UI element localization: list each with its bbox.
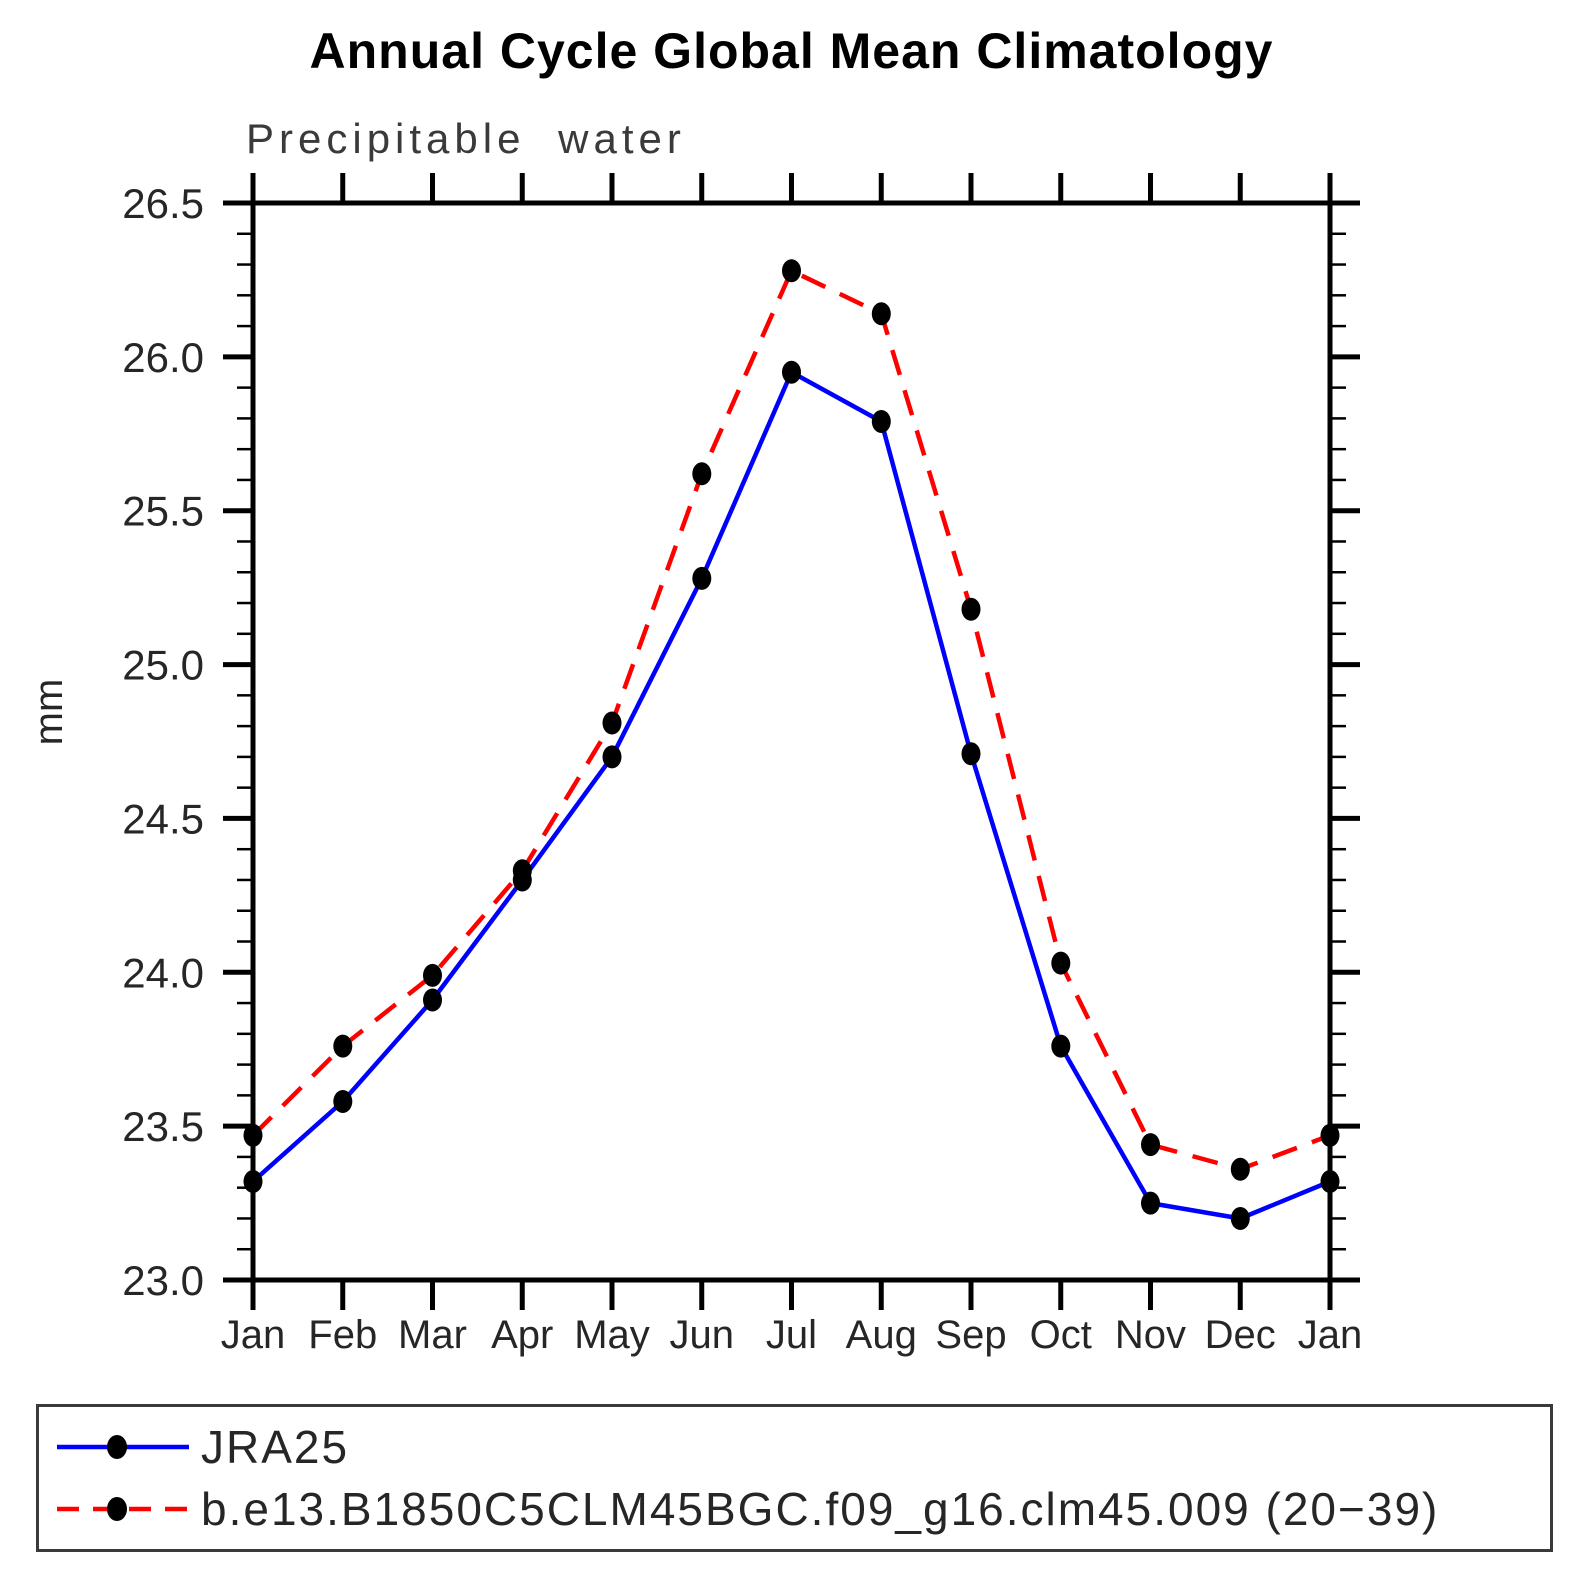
y-axis-title: mm bbox=[27, 679, 71, 746]
legend-swatch-dashed-line bbox=[57, 1497, 189, 1522]
y-tick-label: 24.5 bbox=[122, 795, 204, 842]
legend-label-jra25: JRA25 bbox=[201, 1420, 350, 1473]
data-point-series-0 bbox=[782, 360, 801, 384]
x-tick-label: Aug bbox=[846, 1313, 917, 1357]
y-tick-label: 26.5 bbox=[122, 180, 204, 227]
x-tick-label: Jun bbox=[670, 1313, 735, 1357]
y-tick-label: 25.0 bbox=[122, 642, 204, 689]
data-point-series-1 bbox=[243, 1123, 263, 1147]
legend-box: JRA25 b.e13.B1850C5CLM45BGC.f09_g16.clm4… bbox=[36, 1404, 1553, 1552]
data-point-series-0 bbox=[871, 410, 891, 433]
x-tick-label: Feb bbox=[308, 1313, 377, 1357]
data-point-series-1 bbox=[512, 859, 532, 883]
y-tick-label: 26.0 bbox=[122, 334, 204, 381]
legend-marker-dot bbox=[107, 1434, 127, 1459]
data-point-series-0 bbox=[423, 988, 442, 1012]
data-point-series-1 bbox=[1141, 1133, 1160, 1157]
x-tick-label: Jan bbox=[221, 1313, 286, 1357]
data-point-series-0 bbox=[1320, 1170, 1340, 1193]
data-point-series-1 bbox=[1230, 1157, 1250, 1181]
data-point-series-0 bbox=[961, 742, 981, 766]
y-tick-label: 23.5 bbox=[122, 1103, 204, 1150]
y-tick-label: 25.5 bbox=[122, 488, 204, 535]
x-tick-label: Mar bbox=[398, 1313, 467, 1357]
x-tick-label: Jan bbox=[1298, 1313, 1363, 1357]
x-tick-label: May bbox=[574, 1313, 650, 1357]
data-point-series-0 bbox=[692, 566, 712, 590]
x-tick-label: Jul bbox=[766, 1313, 817, 1357]
x-tick-label: Nov bbox=[1115, 1313, 1186, 1357]
data-point-series-1 bbox=[871, 302, 891, 326]
series-line-0 bbox=[251, 369, 1331, 1221]
data-point-series-0 bbox=[1230, 1207, 1250, 1230]
y-tick-label: 23.0 bbox=[122, 1257, 204, 1304]
series-line-1 bbox=[251, 268, 1331, 1172]
plot-border bbox=[250, 200, 1333, 1283]
data-point-series-0 bbox=[602, 745, 622, 769]
x-tick-label: Oct bbox=[1030, 1313, 1092, 1357]
legend-swatch-solid-line bbox=[57, 1434, 189, 1459]
data-point-series-0 bbox=[1141, 1191, 1160, 1215]
data-point-series-1 bbox=[961, 597, 981, 621]
y-tick-label: 24.0 bbox=[122, 949, 204, 996]
legend-marker-dot bbox=[107, 1497, 127, 1522]
chart-title: Annual Cycle Global Mean Climatology bbox=[309, 23, 1274, 79]
data-point-series-1 bbox=[782, 259, 801, 283]
legend-label-model: b.e13.B1850C5CLM45BGC.f09_g16.clm45.009 … bbox=[201, 1483, 1440, 1536]
data-point-series-1 bbox=[423, 963, 442, 987]
legend-row-jra25: JRA25 bbox=[55, 1420, 1542, 1474]
data-point-series-0 bbox=[243, 1170, 263, 1193]
x-tick-label: Apr bbox=[491, 1313, 553, 1357]
data-point-series-1 bbox=[333, 1034, 353, 1058]
chart-subtitle: Precipitable water bbox=[246, 115, 686, 162]
data-point-series-1 bbox=[692, 462, 712, 486]
data-point-series-0 bbox=[1051, 1034, 1071, 1058]
data-point-series-0 bbox=[333, 1090, 353, 1113]
x-tick-label: Dec bbox=[1205, 1313, 1276, 1357]
data-point-series-1 bbox=[1320, 1123, 1340, 1147]
x-tick-label: Sep bbox=[935, 1313, 1006, 1357]
legend-row-model: b.e13.B1850C5CLM45BGC.f09_g16.clm45.009 … bbox=[55, 1482, 1542, 1536]
data-point-series-1 bbox=[1051, 951, 1071, 975]
data-point-series-1 bbox=[602, 711, 622, 735]
